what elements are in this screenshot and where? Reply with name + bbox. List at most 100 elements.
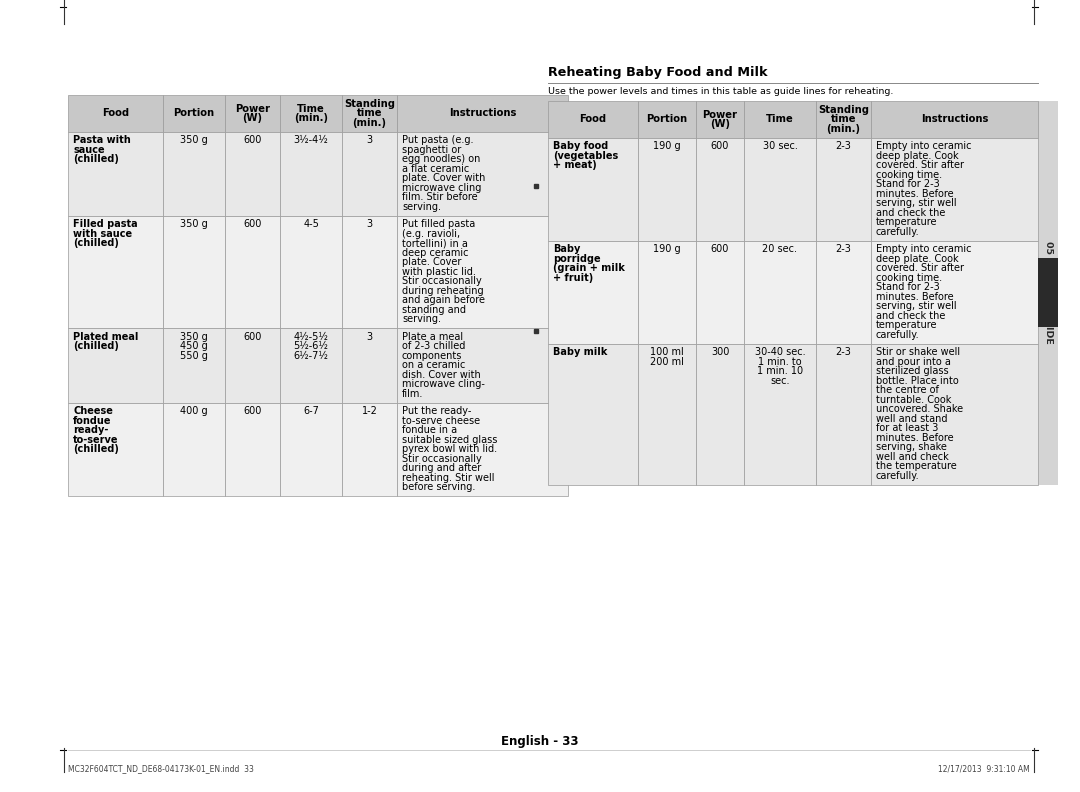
Text: cooking time.: cooking time.: [876, 169, 942, 180]
Bar: [163, 328, 225, 402]
Text: (chilled): (chilled): [73, 444, 119, 455]
Text: reheating. Stir well: reheating. Stir well: [402, 473, 495, 483]
Text: 600: 600: [243, 135, 261, 145]
Text: 30 sec.: 30 sec.: [762, 141, 797, 151]
Text: time: time: [356, 109, 382, 118]
Text: before serving.: before serving.: [402, 482, 475, 493]
Text: temperature: temperature: [876, 217, 937, 227]
Text: well and stand: well and stand: [876, 413, 947, 424]
Text: the temperature: the temperature: [876, 461, 957, 471]
Bar: [638, 101, 696, 138]
Bar: [816, 344, 870, 485]
Text: Instructions: Instructions: [449, 109, 516, 118]
Text: deep plate. Cook: deep plate. Cook: [876, 253, 959, 264]
Bar: [342, 95, 397, 131]
Bar: [816, 241, 870, 344]
Text: (chilled): (chilled): [73, 154, 119, 164]
Text: 300: 300: [711, 347, 729, 357]
Text: 3: 3: [366, 332, 373, 342]
Text: to-serve cheese: to-serve cheese: [402, 416, 481, 426]
Text: 3: 3: [366, 219, 373, 229]
Bar: [163, 95, 225, 131]
Bar: [68, 402, 163, 496]
Bar: [696, 101, 744, 138]
Text: deep plate. Cook: deep plate. Cook: [876, 150, 959, 161]
Text: Baby: Baby: [553, 244, 580, 254]
Text: the centre of: the centre of: [876, 385, 939, 395]
Text: ready-: ready-: [73, 425, 108, 436]
Text: of 2-3 chilled: of 2-3 chilled: [402, 341, 465, 351]
Text: 600: 600: [711, 141, 729, 151]
Text: English - 33: English - 33: [501, 736, 579, 748]
Bar: [225, 328, 280, 402]
Bar: [870, 101, 1038, 138]
Text: MC32F604TCT_ND_DE68-04173K-01_EN.indd  33: MC32F604TCT_ND_DE68-04173K-01_EN.indd 33: [68, 764, 254, 773]
Text: and again before: and again before: [402, 295, 485, 305]
Text: (e.g. ravioli,: (e.g. ravioli,: [402, 229, 460, 238]
Text: 190 g: 190 g: [653, 141, 680, 151]
Text: uncovered. Shake: uncovered. Shake: [876, 404, 963, 414]
Text: Standing: Standing: [818, 105, 869, 115]
Bar: [548, 344, 638, 485]
Text: (min.): (min.): [294, 113, 328, 123]
Text: 100 ml: 100 ml: [650, 347, 684, 357]
Bar: [342, 215, 397, 328]
Text: Time: Time: [297, 104, 325, 113]
Text: 4-5: 4-5: [303, 219, 319, 229]
Text: serving, shake: serving, shake: [876, 442, 947, 452]
Text: Filled pasta: Filled pasta: [73, 219, 137, 229]
Text: and check the: and check the: [876, 310, 945, 321]
Text: 350 g: 350 g: [180, 219, 207, 229]
Text: serving.: serving.: [402, 314, 441, 324]
Text: Plate a meal: Plate a meal: [402, 332, 463, 342]
Bar: [744, 344, 816, 485]
Bar: [397, 215, 568, 328]
Text: Baby milk: Baby milk: [553, 347, 607, 357]
Text: + fruit): + fruit): [553, 272, 593, 283]
Bar: [638, 138, 696, 241]
Text: 350 g: 350 g: [180, 332, 207, 342]
Bar: [225, 215, 280, 328]
Text: plate. Cover with: plate. Cover with: [402, 173, 485, 183]
Text: cooking time.: cooking time.: [876, 272, 942, 283]
Text: 450 g: 450 g: [180, 341, 207, 351]
Text: Power: Power: [235, 104, 270, 113]
Text: Stir occasionally: Stir occasionally: [402, 276, 482, 286]
Bar: [744, 101, 816, 138]
Text: well and check: well and check: [876, 451, 948, 462]
Bar: [638, 241, 696, 344]
Text: 350 g: 350 g: [180, 135, 207, 145]
Text: 1 min. 10: 1 min. 10: [757, 366, 804, 376]
Bar: [816, 138, 870, 241]
Text: Stand for 2-3: Stand for 2-3: [876, 179, 940, 189]
Text: with plastic lid.: with plastic lid.: [402, 267, 476, 276]
Text: Use the power levels and times in this table as guide lines for reheating.: Use the power levels and times in this t…: [548, 87, 893, 96]
Bar: [397, 131, 568, 215]
Text: serving, stir well: serving, stir well: [876, 198, 957, 208]
Text: Plated meal: Plated meal: [73, 332, 138, 342]
Bar: [696, 344, 744, 485]
Text: 400 g: 400 g: [180, 406, 207, 417]
Text: 6-7: 6-7: [303, 406, 319, 417]
Text: 3½-4½: 3½-4½: [294, 135, 328, 145]
Text: Time: Time: [766, 114, 794, 124]
Text: 600: 600: [243, 332, 261, 342]
Text: Food: Food: [580, 114, 607, 124]
Text: (min.): (min.): [826, 124, 861, 134]
Bar: [397, 328, 568, 402]
Text: during reheating: during reheating: [402, 286, 484, 295]
Bar: [163, 131, 225, 215]
Text: to-serve: to-serve: [73, 435, 119, 445]
Text: serving, stir well: serving, stir well: [876, 301, 957, 311]
Text: suitable sized glass: suitable sized glass: [402, 435, 498, 445]
Bar: [280, 95, 342, 131]
Bar: [342, 402, 397, 496]
Text: components: components: [402, 351, 462, 360]
Bar: [744, 138, 816, 241]
Bar: [870, 344, 1038, 485]
Text: (chilled): (chilled): [73, 238, 119, 248]
Text: (W): (W): [710, 119, 730, 129]
Text: bottle. Place into: bottle. Place into: [876, 375, 959, 386]
Text: microwave cling: microwave cling: [402, 183, 482, 192]
Bar: [548, 138, 638, 241]
